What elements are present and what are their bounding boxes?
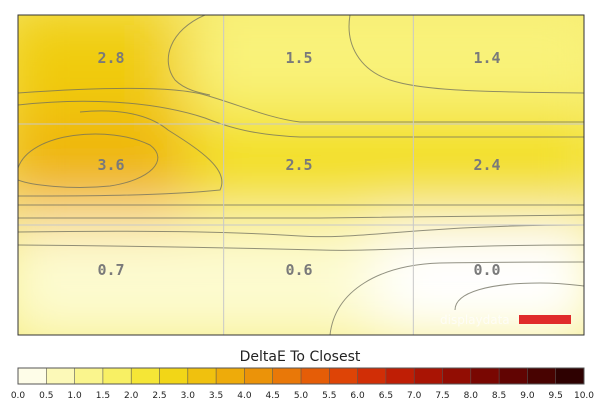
colorbar-tick-label: 7.0 <box>407 391 422 401</box>
grid-lines <box>18 15 584 335</box>
cell-value-label: 0.6 <box>285 261 312 279</box>
colorbar-tick-label: 8.5 <box>492 391 506 401</box>
colorbar-tick-label: 4.5 <box>266 391 280 401</box>
colorbar-segment <box>527 368 557 384</box>
colorbar-tick-label: 0.0 <box>11 391 26 401</box>
colorbar-segment <box>357 368 387 384</box>
colorbar-segment <box>301 368 330 384</box>
colorbar-tick-label: 2.5 <box>152 391 166 401</box>
colorbar-segment <box>131 368 160 384</box>
colorbar-title: DeltaE To Closest <box>240 349 361 365</box>
colorbar-segment <box>244 368 274 384</box>
colorbar-segment <box>385 368 415 384</box>
cell-labels: 2.8 1.5 1.4 3.6 2.5 2.4 0.7 0.6 0.0 <box>97 49 500 279</box>
colorbar-tick-label: 5.0 <box>294 391 309 401</box>
colorbar: 0.0 0.5 1.0 1.5 2.0 2.5 3.0 3.5 4.0 4.5 5.0 5.5 6.0 6… <box>11 367 594 401</box>
colorbar-tick-label: 0.5 <box>39 391 53 401</box>
red-marker <box>519 315 571 324</box>
cell-value-label: 2.8 <box>97 49 124 67</box>
colorbar-segment <box>159 368 189 384</box>
contour-lines <box>18 15 584 335</box>
plot-border <box>17 14 585 336</box>
colorbar-segment <box>442 368 472 384</box>
colorbar-segment <box>187 368 217 384</box>
colorbar-tick-label: 2.0 <box>124 391 139 401</box>
colorbar-tick-label: 7.5 <box>435 391 449 401</box>
colorbar-tick-label: 3.5 <box>209 391 223 401</box>
colorbar-segment <box>18 368 47 384</box>
colorbar-segment <box>46 368 76 384</box>
colorbar-segment <box>329 368 359 384</box>
cell-value-label: 2.4 <box>473 156 500 174</box>
colorbar-tick-label: 3.0 <box>181 391 196 401</box>
colorbar-tick-label: 6.0 <box>350 391 365 401</box>
colorbar-segment <box>272 368 302 384</box>
cell-value-label: 0.7 <box>97 261 124 279</box>
colorbar-tick-label: 6.5 <box>379 391 393 401</box>
colorbar-segment <box>470 368 500 384</box>
cell-value-label: 2.5 <box>285 156 312 174</box>
colorbar-tick-label: 9.5 <box>549 391 563 401</box>
colorbar-tick-label: 5.5 <box>322 391 336 401</box>
colorbar-tick-label: 9.0 <box>520 391 535 401</box>
colorbar-tick-label: 1.5 <box>96 391 110 401</box>
heatmap-plot-area: 2.8 1.5 1.4 3.6 2.5 2.4 0.7 0.6 0.0 displaydata <box>18 15 584 335</box>
colorbar-segment <box>102 368 132 384</box>
colorbar-segment <box>414 368 443 384</box>
colorbar-segment <box>555 368 585 384</box>
cell-value-label: 0.0 <box>473 261 500 279</box>
colorbar-tick-label: 10.0 <box>574 391 594 401</box>
colorbar-segment <box>216 368 245 384</box>
colorbar-tick-label: 8.0 <box>464 391 479 401</box>
watermark-text: displaydata <box>440 313 510 327</box>
cell-value-label: 1.5 <box>285 49 312 67</box>
colorbar-tick-label: 1.0 <box>67 391 82 401</box>
colorbar-segment <box>74 368 104 384</box>
cell-value-label: 1.4 <box>473 49 500 67</box>
colorbar-segment <box>499 368 528 384</box>
colorbar-tick-label: 4.0 <box>237 391 252 401</box>
cell-value-label: 3.6 <box>97 156 124 174</box>
